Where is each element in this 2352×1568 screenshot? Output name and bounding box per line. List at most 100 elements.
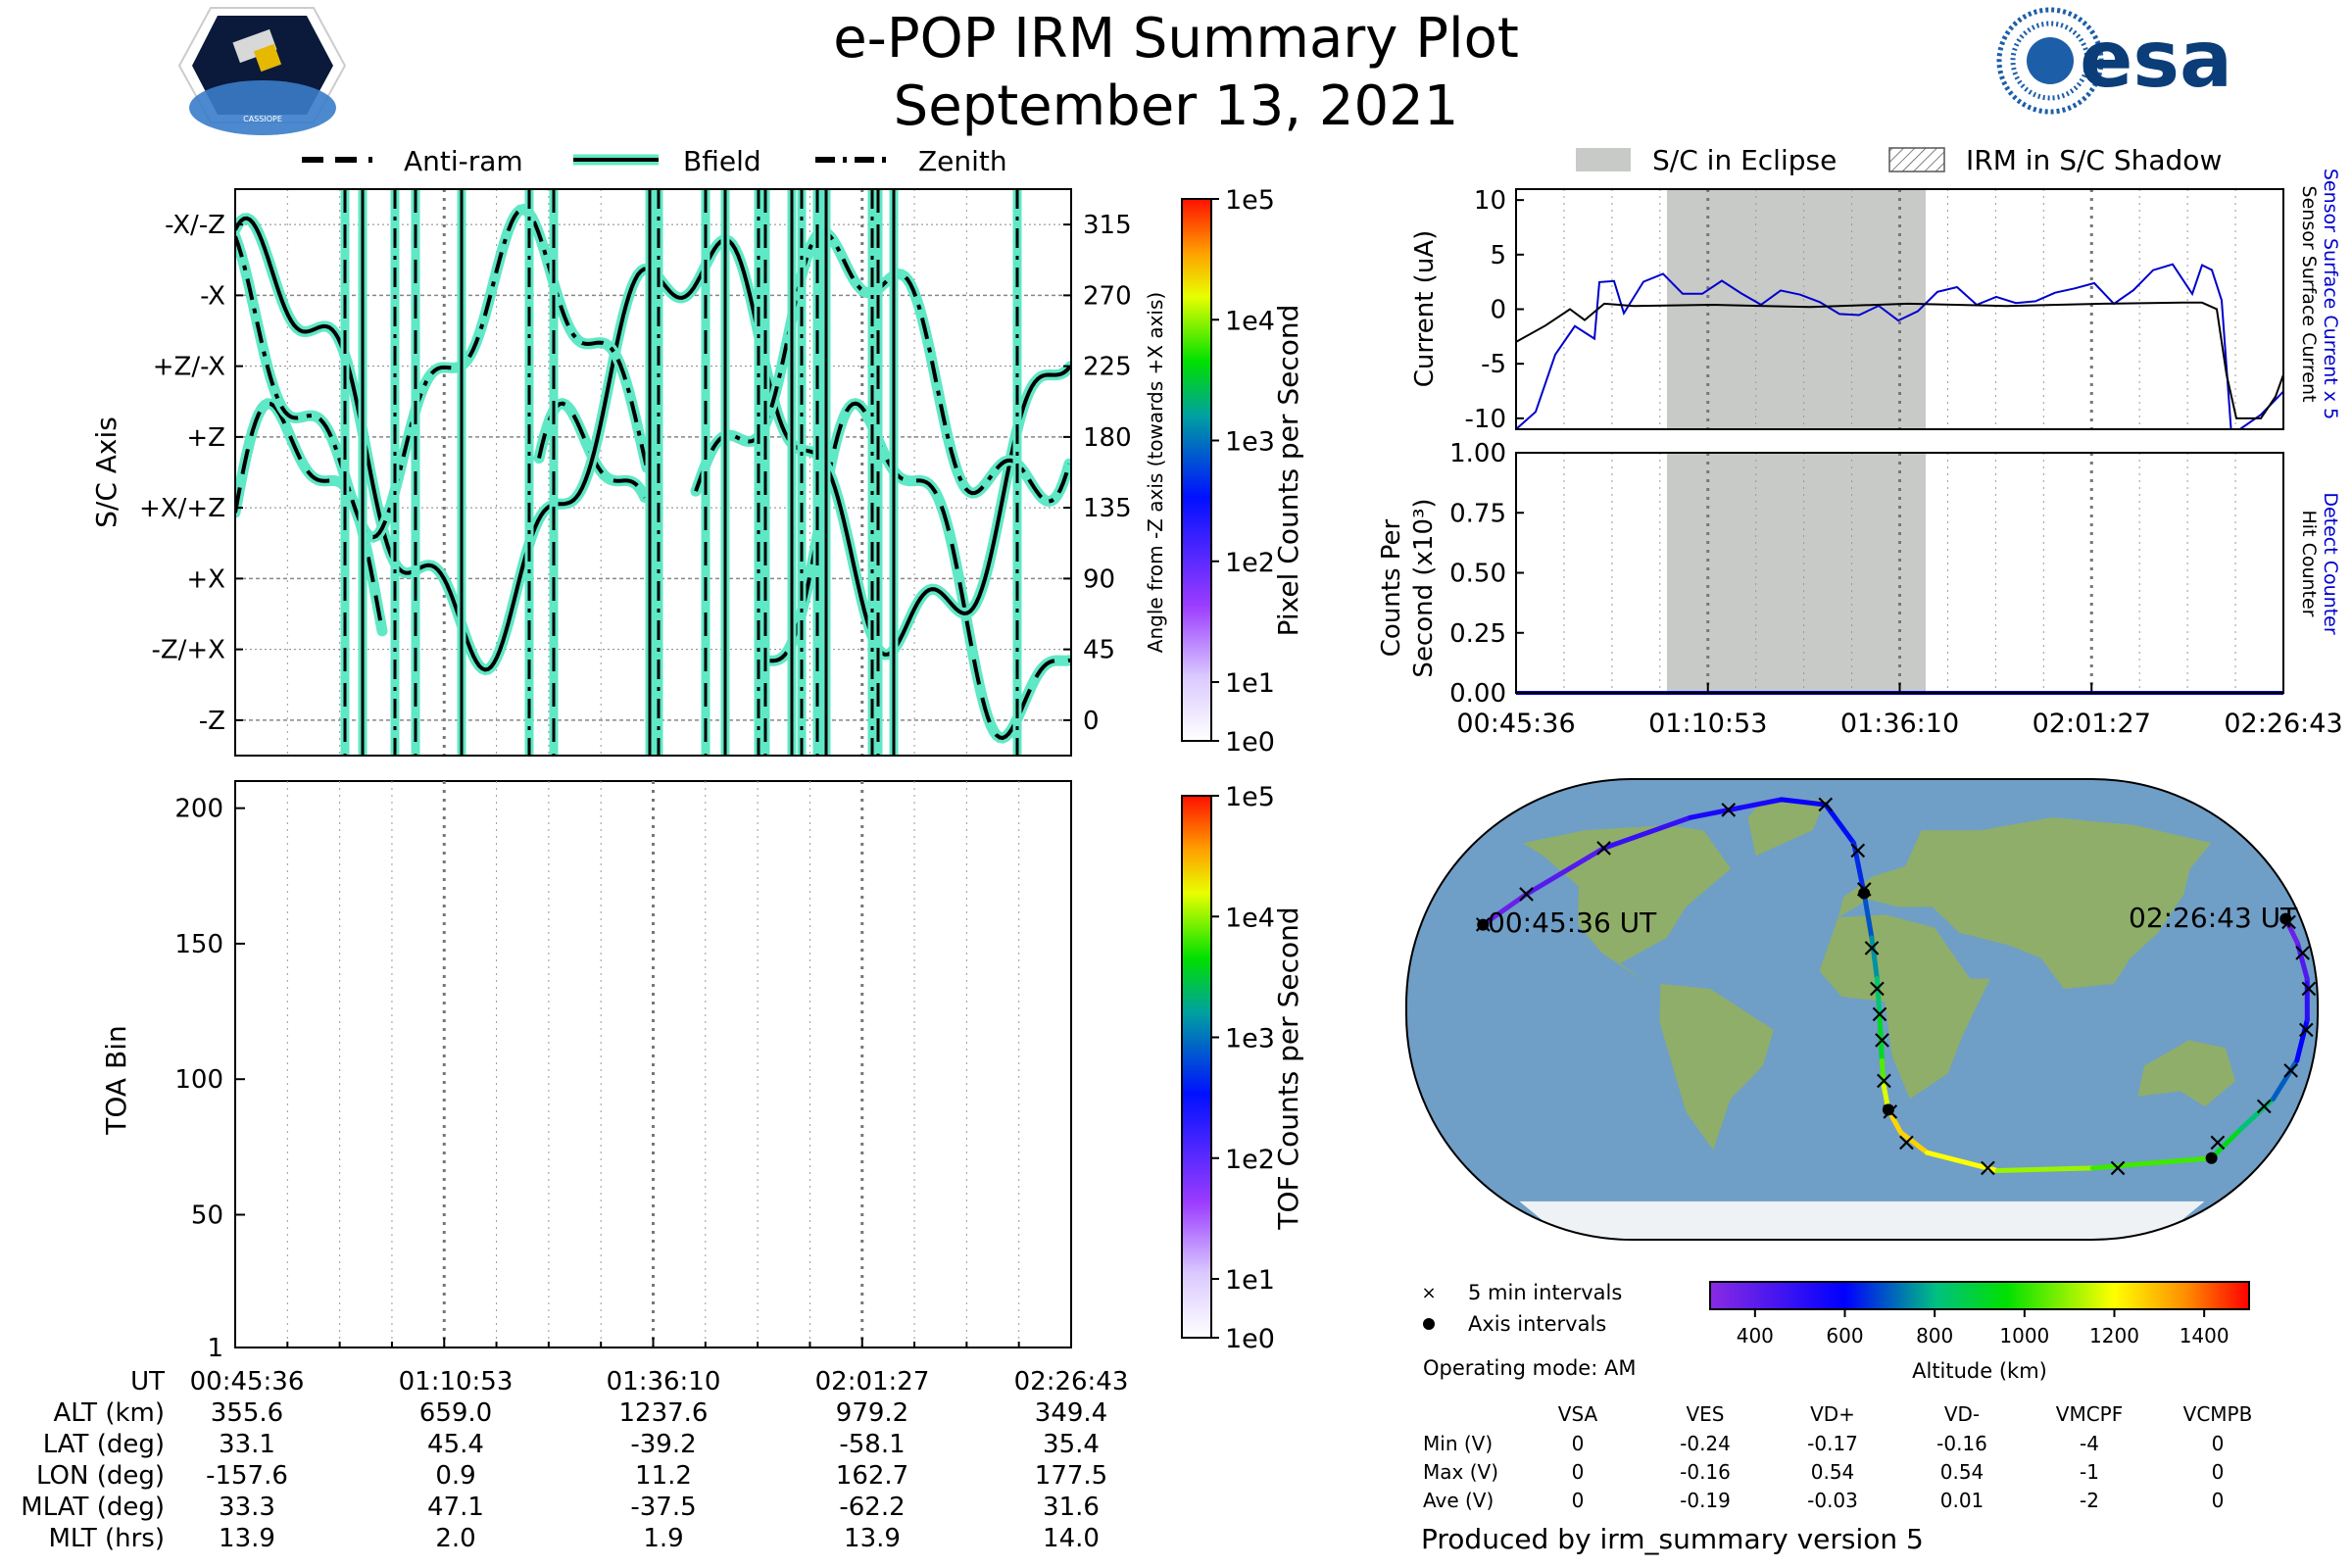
altitude-tick-label: 400 xyxy=(1737,1324,1774,1348)
altitude-tick-label: 1200 xyxy=(2089,1324,2139,1348)
map-landmass xyxy=(1659,983,1774,1151)
ephemeris-cell: 355.6 xyxy=(211,1398,283,1428)
sc-trace-anti-ram xyxy=(235,401,384,632)
mission-logo: CASSIOPE xyxy=(177,7,347,135)
counts-ytick-label: 0.75 xyxy=(1449,499,1506,528)
map-landmass xyxy=(1747,799,1827,857)
voltage-row-label: Min (V) xyxy=(1423,1432,1493,1455)
ephemeris-cell: 33.3 xyxy=(219,1493,275,1522)
colorbar-tick-label: 1e2 xyxy=(1225,1145,1275,1175)
ephemeris-cell: -62.2 xyxy=(839,1493,905,1522)
legend-axis-intervals: Axis intervals xyxy=(1468,1312,1606,1336)
eclipse-band xyxy=(1667,189,1926,429)
voltage-header: VMCPF xyxy=(2056,1402,2123,1426)
orbit-track-segment xyxy=(1994,1165,2095,1173)
ephemeris-cell: -157.6 xyxy=(206,1461,288,1491)
ephemeris-row-label: UT xyxy=(130,1367,165,1396)
ephemeris-cell: 00:45:36 xyxy=(190,1367,305,1396)
orbit-track-segment xyxy=(2089,1155,2215,1171)
ephemeris-cell: 35.4 xyxy=(1043,1430,1100,1459)
map-5min-marker: × xyxy=(2295,1015,2317,1045)
orbit-track-segment xyxy=(1869,935,1880,982)
colorbar-tick-label: 1e4 xyxy=(1225,306,1275,336)
voltage-header: VCMPB xyxy=(2183,1402,2253,1426)
page-subtitle-date: September 13, 2021 xyxy=(894,74,1459,138)
map-5min-marker: × xyxy=(1516,880,1538,909)
map-5min-marker: × xyxy=(2292,939,2314,968)
colorbar-tick-label: 1e5 xyxy=(1225,185,1275,216)
map-5min-marker: × xyxy=(2298,974,2320,1004)
page-title: e-POP IRM Summary Plot xyxy=(833,7,1519,71)
altitude-tick-label: 600 xyxy=(1826,1324,1863,1348)
eclipse-legend: S/C in Eclipse IRM in S/C Shadow xyxy=(1576,144,2222,176)
toa-ytick-label: 200 xyxy=(174,795,223,824)
sc-ytick-right-label: 180 xyxy=(1083,423,1132,453)
altitude-tick-label: 1400 xyxy=(2180,1324,2230,1348)
altitude-colorbar-label: Altitude (km) xyxy=(1912,1359,2047,1383)
altitude-colorbar: 400 600 800 1000 1200 1400 Altitude (km) xyxy=(1709,1281,2250,1383)
orbit-track-segment xyxy=(1925,1150,2000,1173)
current-ytick-label: 5 xyxy=(1490,241,1506,270)
voltage-cell: -0.16 xyxy=(1936,1432,1987,1455)
map-start-label: 00:45:36 UT xyxy=(1488,906,1657,939)
colorbar-tick-label: 1e1 xyxy=(1225,1265,1275,1296)
voltage-cell: 0.54 xyxy=(1811,1460,1855,1484)
counts-panel: 1.00 0.75 0.50 0.25 0.00 Counts Per Second (… xyxy=(1377,439,2343,739)
legend-eclipse: S/C in Eclipse xyxy=(1652,144,1837,176)
orbit-track-segment xyxy=(1779,797,1829,808)
map-5min-marker: × xyxy=(1895,1128,1917,1157)
sc-ytick-right-label: 315 xyxy=(1083,211,1132,240)
ephemeris-row-label: MLT (hrs) xyxy=(49,1524,166,1553)
orbit-track-segment xyxy=(1688,797,1785,820)
map-5min-marker: × xyxy=(2253,1092,2275,1121)
toa-ylabel: TOA Bin xyxy=(100,1025,132,1135)
sc-ytick-right-label: 270 xyxy=(1083,281,1132,311)
counts-xtick-label: 01:36:10 xyxy=(1840,709,1959,739)
orbit-track-segment xyxy=(2294,940,2310,982)
voltage-cell: 0 xyxy=(1572,1460,1585,1484)
sc-ytick-right-label: 90 xyxy=(1083,564,1115,594)
map-axis-marker xyxy=(1477,918,1490,931)
ephemeris-cell: 11.2 xyxy=(635,1461,692,1491)
trace-legend: Anti-ram Bfield Zenith xyxy=(302,145,1007,177)
ephemeris-cell: 349.4 xyxy=(1035,1398,1107,1428)
tof-colorbar: 1e5 1e4 1e3 1e2 1e1 1e0 TOF Counts per Second xyxy=(1181,782,1304,1354)
voltage-cell: 0 xyxy=(1572,1489,1585,1512)
map-landmass xyxy=(2137,1040,2236,1107)
pixel-colorbar-label: Pixel Counts per Second xyxy=(1272,305,1304,637)
voltage-cell: -0.19 xyxy=(1680,1489,1731,1512)
toa-ytick-label: 1 xyxy=(207,1334,223,1363)
colorbar-tick-label: 1e4 xyxy=(1225,903,1275,933)
colorbar-tick-label: 1e0 xyxy=(1225,1324,1275,1354)
ephemeris-cell: 01:10:53 xyxy=(399,1367,514,1396)
legend-dot-marker xyxy=(1423,1318,1435,1330)
orbit-track-segment xyxy=(2237,1096,2276,1133)
pixel-colorbar: 1e5 1e4 1e3 1e2 1e1 1e0 Pixel Counts per Seco… xyxy=(1181,185,1304,758)
orbit-track-segment xyxy=(1877,1014,1885,1063)
colorbar-tick-label: 1e0 xyxy=(1225,727,1275,758)
sc-trace-zenith xyxy=(235,207,649,540)
ephemeris-cell: 45.4 xyxy=(427,1430,484,1459)
voltage-cell: 0.01 xyxy=(1940,1489,1984,1512)
ephemeris-row-label: LAT (deg) xyxy=(43,1430,165,1459)
toa-ytick-label: 50 xyxy=(191,1200,223,1230)
ephemeris-cell: 31.6 xyxy=(1043,1493,1100,1522)
operating-mode: Operating mode: AM xyxy=(1423,1356,1636,1380)
ephemeris-cell: 01:36:10 xyxy=(607,1367,721,1396)
current-ytick-label: 10 xyxy=(1474,186,1506,216)
legend-bfield: Bfield xyxy=(683,145,761,177)
counts-right-label-blue: Detect Counter xyxy=(2320,492,2341,635)
colorbar-tick-label: 1e3 xyxy=(1225,427,1275,458)
current-ytick-label: -5 xyxy=(1481,350,1506,379)
counts-ylabel-line1: Counts Per xyxy=(1377,518,1406,657)
ephemeris-cell: -58.1 xyxy=(839,1430,905,1459)
colorbar-tick-label: 1e3 xyxy=(1225,1024,1275,1054)
counts-xtick-label: 01:10:53 xyxy=(1648,709,1767,739)
map-axis-marker xyxy=(2205,1152,2218,1164)
map-land xyxy=(1519,799,2236,1240)
map-landmass xyxy=(1838,817,2212,990)
orbit-track-segment xyxy=(1861,890,1875,941)
sensor-current-line xyxy=(1516,301,2283,419)
map-5min-marker: × xyxy=(1869,1000,1890,1029)
